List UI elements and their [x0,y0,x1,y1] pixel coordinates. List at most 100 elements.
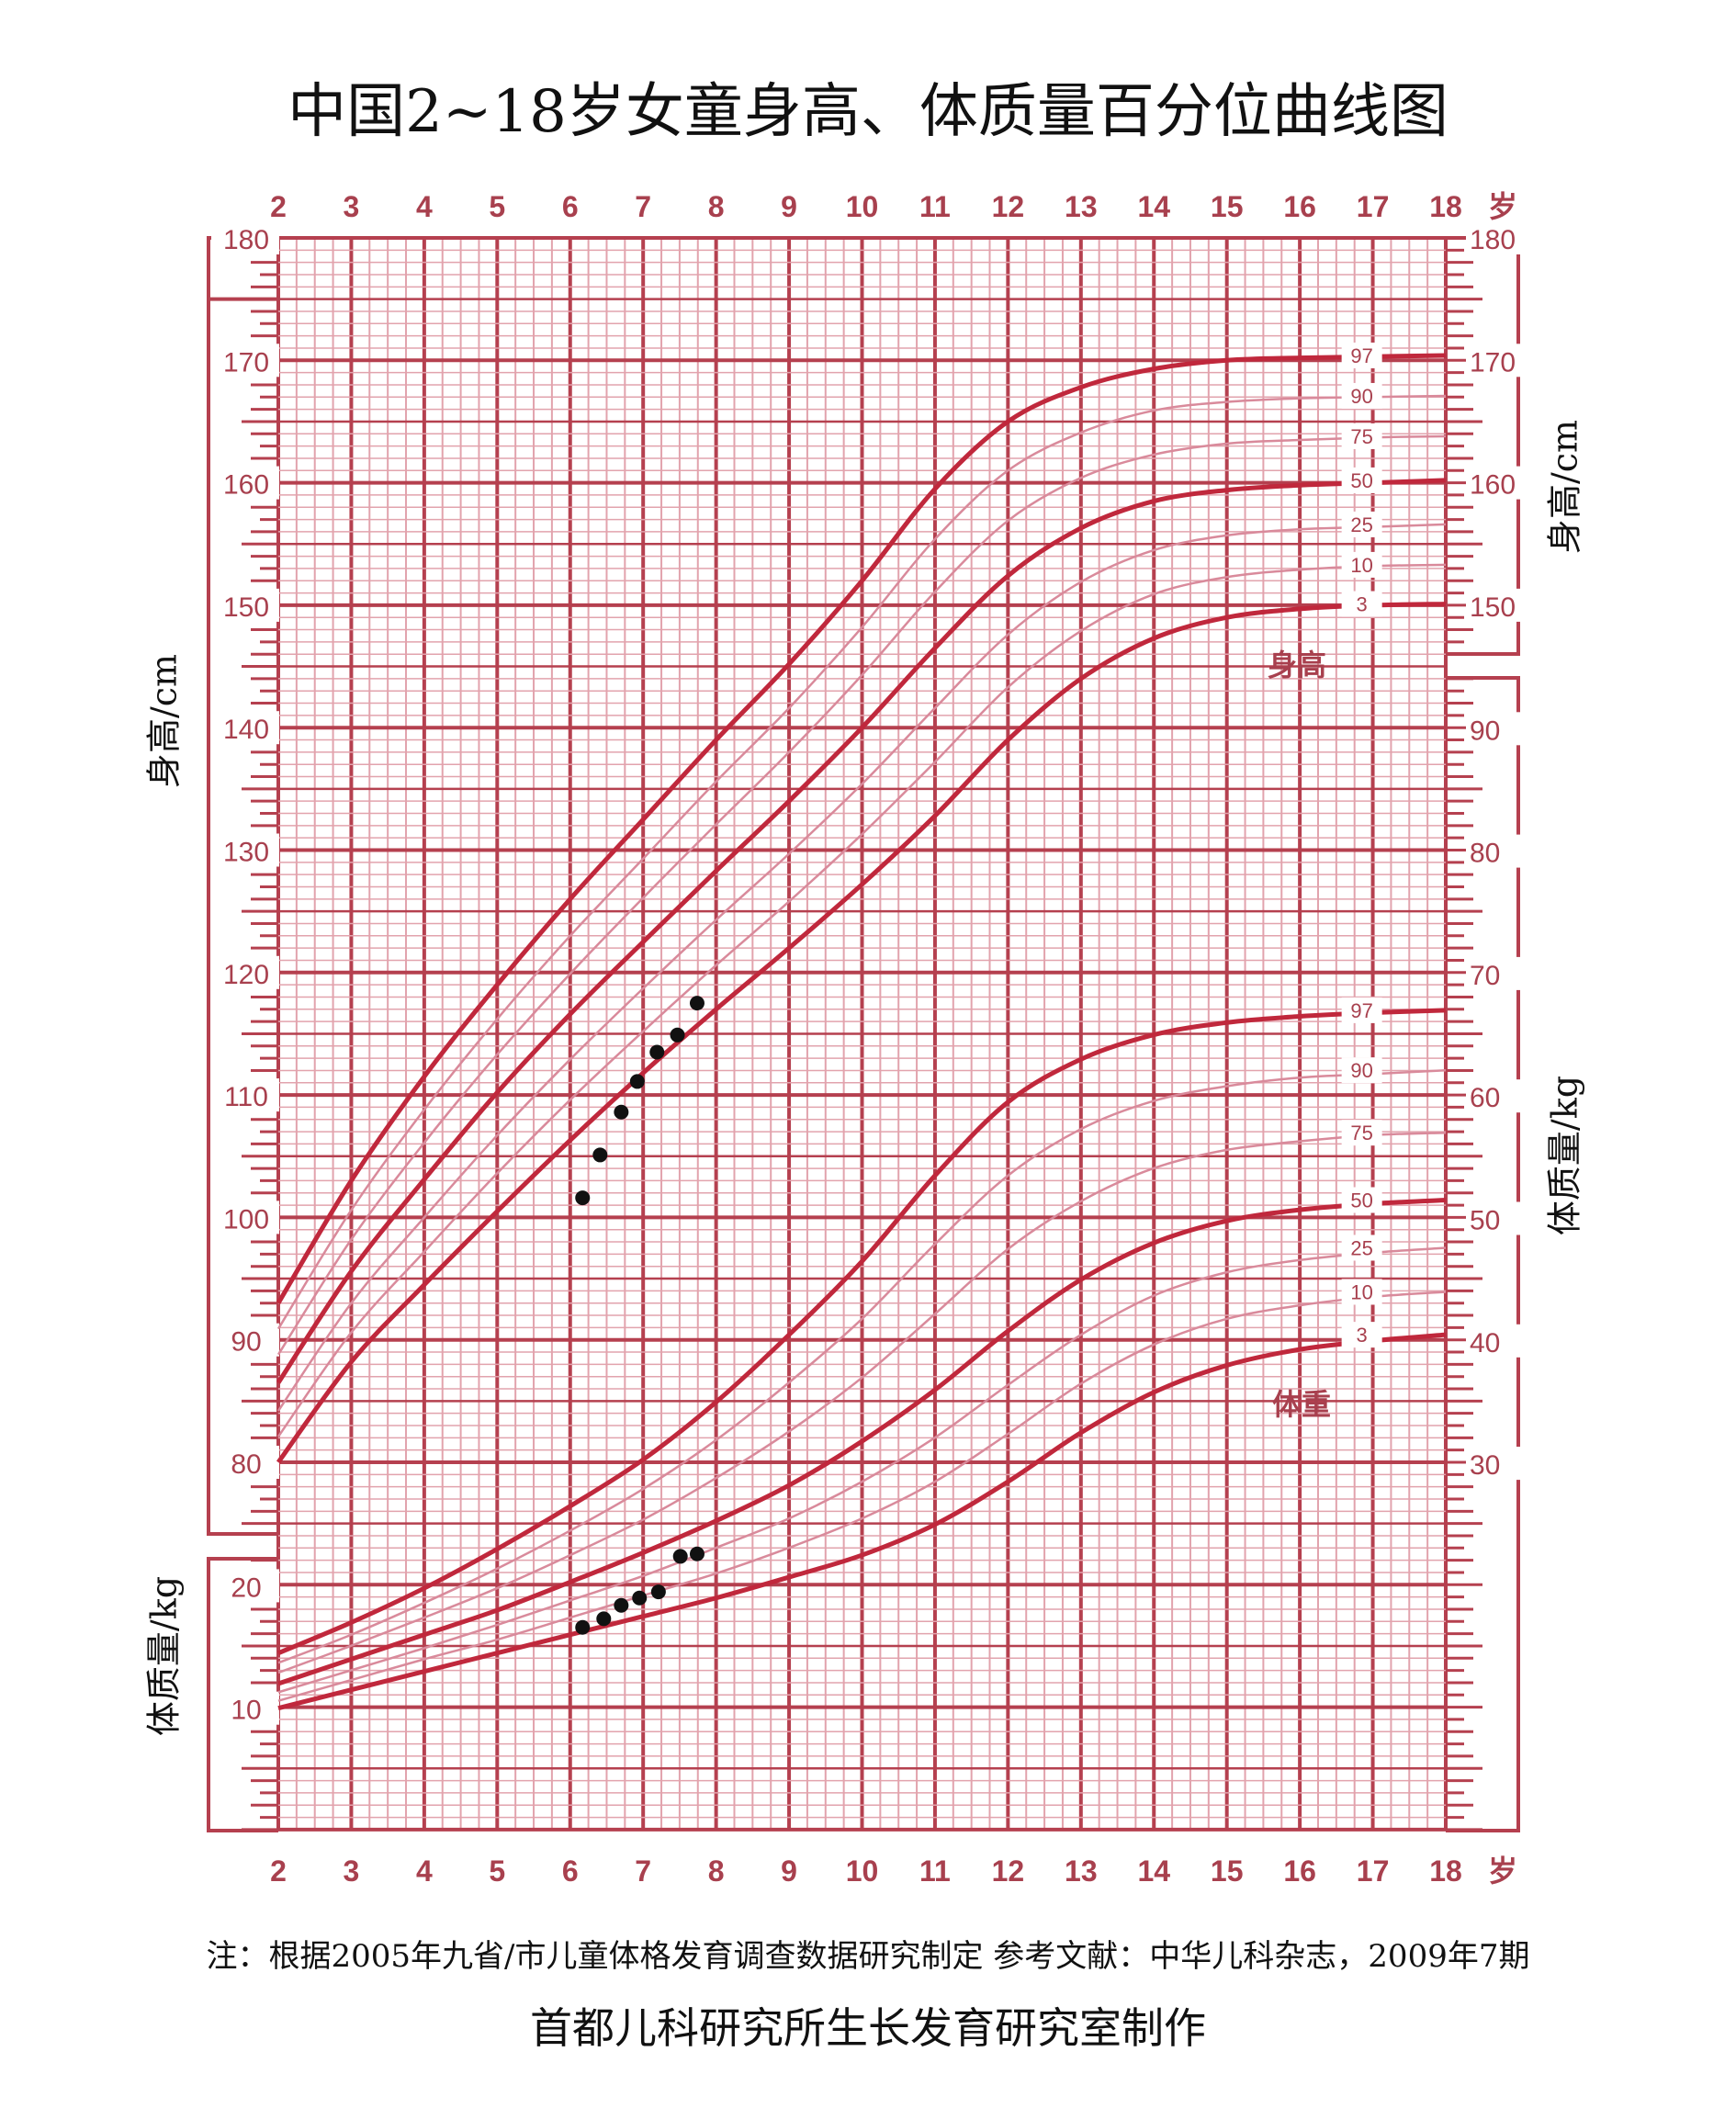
label-bg [1466,1447,1534,1481]
label-bg [211,1446,279,1479]
label-bg [211,466,279,500]
left-height-tick-label: 170 [223,347,269,378]
percentile-label-bg [1341,1057,1382,1084]
height-data-point [689,996,705,1011]
label-bg [211,955,279,989]
bottom-age-tick-label: 12 [992,1854,1025,1888]
weight-data-point [596,1611,612,1627]
percentile-label-bg [1341,1234,1382,1261]
percentile-label-bg [1341,423,1382,449]
height-data-point [629,1074,645,1089]
weight-region-label: 体重 [1272,1388,1331,1421]
label-bg [211,711,279,745]
weight-curve-p97 [277,1008,1447,1656]
bottom-age-tick-label: 3 [344,1854,360,1888]
top-age-tick-label: 4 [416,190,433,223]
height-curve-p97 [276,353,1447,1304]
weight-percentile-label-p90: 90 [1350,1059,1372,1082]
top-age-tick-label: 17 [1357,190,1390,223]
weight-data-point [672,1549,688,1564]
weight-percentile-label-p3: 3 [1357,1324,1368,1347]
percentile-label-bg [1341,591,1382,617]
left-height-tick-label: 130 [223,838,269,868]
weight-percentile-label-p50: 50 [1350,1189,1372,1212]
top-age-tick-label: 15 [1211,190,1244,223]
left-height-tick-label: 160 [223,470,269,501]
percentile-label-bg [1341,1279,1382,1305]
right-height-tick-label: 180 [1470,225,1516,255]
label-bg [211,1691,279,1725]
right-weight-tick-label: 50 [1470,1206,1500,1236]
chart-title: 中国2~18岁女童身高、体质量百分位曲线图 [287,78,1449,146]
height-data-point [670,1027,685,1043]
bottom-age-tick-label: 2 [270,1854,287,1888]
left-height-tick-label: 120 [223,960,269,990]
percentile-label-bg [1341,342,1382,368]
label-bg [211,1323,279,1357]
label-bg [211,344,279,378]
label-bg [1466,588,1534,622]
height-data-point [649,1044,665,1060]
height-data-point [575,1190,591,1206]
left-height-tick-label: 110 [224,1082,268,1112]
right-weight-tick-label: 40 [1470,1328,1500,1358]
percentile-label-bg [1341,1120,1382,1146]
label-bg [211,588,279,622]
weight-percentile-label-p97: 97 [1350,999,1372,1022]
height-percentile-label-p3: 3 [1357,593,1368,616]
height-curve-p25 [276,523,1447,1412]
top-age-tick-label: 16 [1283,190,1316,223]
right-height-axis-label: 身高/cm [1544,419,1585,555]
top-age-tick-label: 2 [270,190,287,223]
weight-curve-p10 [277,1291,1447,1702]
weight-data-point [689,1546,705,1561]
right-height-tick-label: 150 [1470,592,1516,623]
left-height-tick-label: 80 [231,1449,261,1480]
right-height-tick-label: 160 [1470,470,1516,501]
right-weight-tick-label: 60 [1470,1083,1500,1113]
bottom-age-tick-label: 6 [562,1854,579,1888]
bottom-age-tick-label: 5 [489,1854,505,1888]
weight-percentile-label-p25: 25 [1350,1236,1372,1259]
percentile-label-bg [1341,511,1382,537]
right-weight-axis-label: 体质量/kg [1544,1075,1585,1236]
top-age-tick-label: 11 [919,190,951,223]
percentile-label-bg [1341,1322,1382,1348]
bottom-age-tick-label: 4 [416,1854,433,1888]
bottom-age-tick-label: 14 [1137,1854,1170,1888]
top-age-tick-label: 9 [781,190,797,223]
top-age-unit: 岁 [1488,190,1517,223]
weight-curve-p25 [277,1246,1447,1694]
height-percentile-label-p25: 25 [1350,513,1372,536]
height-percentile-label-p90: 90 [1350,385,1372,408]
weight-percentile-label-p10: 10 [1350,1280,1372,1303]
top-age-tick-label: 7 [635,190,651,223]
bottom-age-tick-label: 17 [1357,1854,1390,1888]
left-weight-tick-label: 10 [231,1696,261,1726]
left-height-tick-label: 140 [223,715,269,745]
bottom-age-tick-label: 16 [1283,1854,1316,1888]
label-bg [1466,344,1534,378]
bottom-age-unit: 岁 [1488,1854,1517,1888]
bottom-age-tick-label: 8 [708,1854,725,1888]
height-data-point [592,1147,608,1163]
label-bg [1466,712,1534,746]
top-age-tick-label: 8 [708,190,725,223]
top-age-tick-label: 12 [992,190,1025,223]
top-age-tick-label: 3 [344,190,360,223]
bottom-age-tick-label: 7 [635,1854,651,1888]
label-bg [1466,1201,1534,1235]
percentile-label-bg [1341,382,1382,409]
label-bg [1466,1079,1534,1113]
label-bg [211,1569,279,1603]
label-bg [211,833,279,867]
left-weight-tick-label: 20 [231,1573,261,1603]
label-bg [211,221,279,254]
weight-data-point [575,1619,591,1635]
weight-curve-p50 [277,1198,1447,1686]
top-age-tick-label: 13 [1065,190,1098,223]
top-age-tick-label: 18 [1429,190,1462,223]
left-height-tick-label: 180 [223,225,269,255]
height-percentile-label-p97: 97 [1350,344,1372,367]
bottom-age-tick-label: 13 [1065,1854,1098,1888]
